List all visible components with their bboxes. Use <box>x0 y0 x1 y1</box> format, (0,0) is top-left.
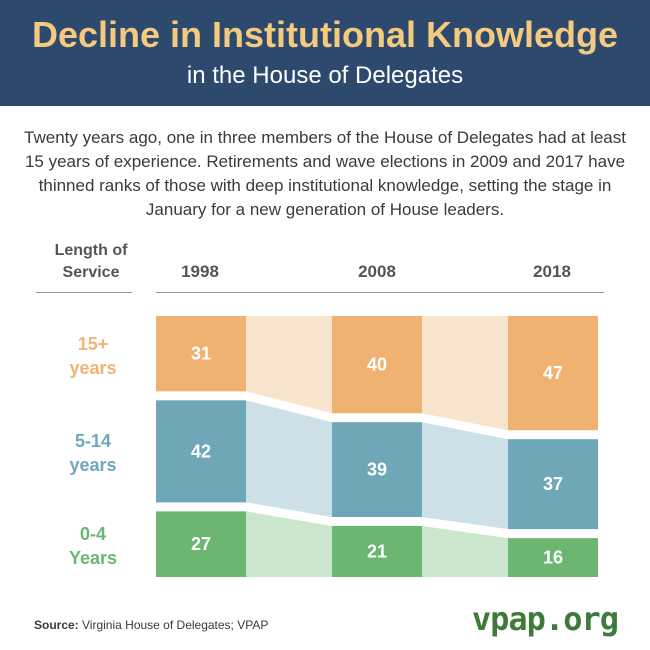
column-label-2008: 2008 <box>358 262 396 281</box>
value-label-15-plus-2008: 40 <box>367 355 387 375</box>
flow-0-4-2008-2018 <box>422 525 508 577</box>
row-label-0-4-line2: Years <box>68 548 118 568</box>
flow-5-14-1998-2008 <box>246 400 332 517</box>
value-label-5-14-1998: 42 <box>191 441 211 461</box>
row-header: Length of Service <box>36 240 146 284</box>
source-note: Source: Virginia House of Delegates; VPA… <box>34 618 268 632</box>
value-label-layer: 31 42 27 40 39 21 47 37 16 <box>191 344 563 568</box>
value-label-5-14-2018: 37 <box>543 474 563 494</box>
value-label-15-plus-1998: 31 <box>191 344 211 364</box>
bar-5-14-1998 <box>156 400 246 503</box>
page-title: Decline in Institutional Knowledge <box>31 14 619 55</box>
intro-text: Twenty years ago, one in three members o… <box>24 128 626 219</box>
bar-15-plus-2008 <box>332 316 422 414</box>
bar-15-plus-1998 <box>156 316 246 392</box>
value-label-0-4-2008: 21 <box>367 541 387 561</box>
bar-0-4-1998 <box>156 511 246 577</box>
value-label-0-4-2018: 16 <box>543 548 563 568</box>
row-label-15-plus-line2: years <box>69 358 117 378</box>
row-header-line1: Length of <box>54 242 128 259</box>
flow-layer <box>246 316 508 577</box>
flow-15-plus-1998-2008 <box>246 316 332 414</box>
bar-0-4-2018 <box>508 538 598 577</box>
row-label-5-14: 5-14 years <box>40 429 146 477</box>
page-subtitle: in the House of Delegates <box>186 62 464 89</box>
row-header-rule <box>36 292 132 293</box>
bar-15-plus-2018 <box>508 316 598 431</box>
row-label-15-plus: 15+ years <box>40 332 146 380</box>
row-header-line2: Service <box>62 264 120 281</box>
header-banner: Decline in Institutional Knowledge in th… <box>0 0 650 106</box>
flow-5-14-2008-2018 <box>422 422 508 530</box>
value-label-5-14-2008: 39 <box>367 460 387 480</box>
vpap-logo: vpap.org <box>471 600 619 638</box>
row-label-0-4: 0-4 Years <box>40 522 146 570</box>
flow-0-4-1998-2008 <box>246 511 332 577</box>
bar-5-14-2008 <box>332 422 422 517</box>
bar-5-14-2018 <box>508 439 598 530</box>
value-label-0-4-1998: 27 <box>191 534 211 554</box>
bar-layer <box>156 316 598 577</box>
value-label-15-plus-2018: 47 <box>543 363 563 383</box>
flow-15-plus-2008-2018 <box>422 316 508 431</box>
row-label-0-4-line1: 0-4 <box>79 524 106 544</box>
row-label-5-14-line2: years <box>69 455 117 475</box>
row-label-15-plus-line1: 15+ <box>77 334 109 354</box>
source-text: Virginia House of Delegates; VPAP <box>78 618 269 632</box>
row-label-5-14-line1: 5-14 <box>74 431 112 451</box>
column-header-rule <box>156 292 604 293</box>
bar-0-4-2008 <box>332 525 422 577</box>
column-label-1998: 1998 <box>181 262 219 281</box>
column-label-2018: 2018 <box>533 262 571 281</box>
source-label: Source: <box>34 618 79 632</box>
